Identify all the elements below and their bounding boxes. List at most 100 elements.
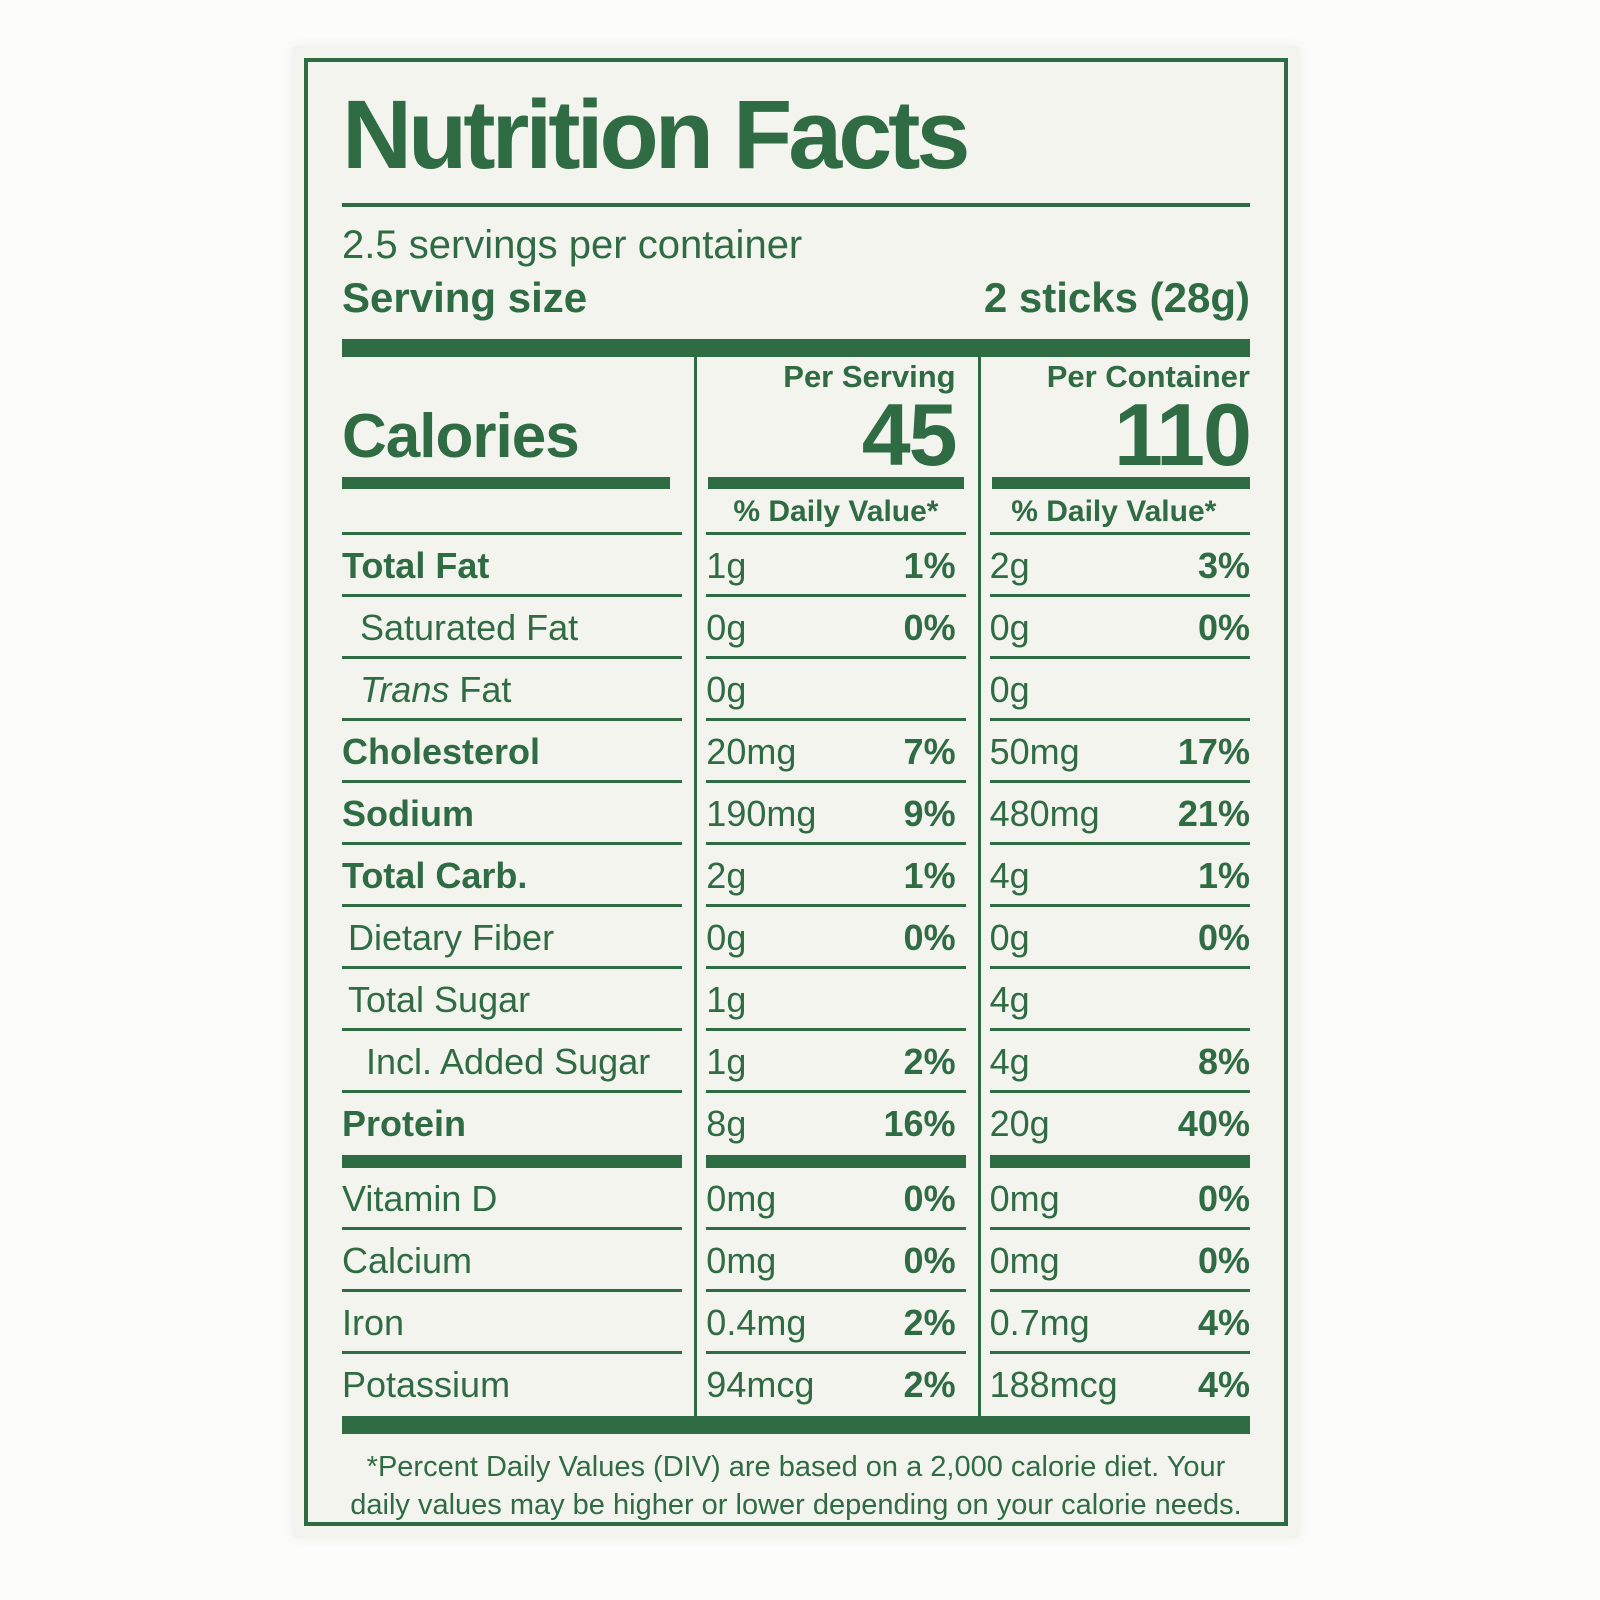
protein-vitamins-divider [342, 1155, 1250, 1169]
nutrient-name: Incl. Added Sugar [366, 1041, 651, 1083]
serving-amount: 0.4mg [706, 1302, 807, 1344]
serving-amount: 94mcg [706, 1364, 815, 1406]
serving-amount: 1g [706, 545, 747, 587]
container-dv: 21% [1177, 793, 1250, 835]
per-serving-header: Per Serving [783, 359, 956, 395]
container-dv: 0% [1197, 917, 1250, 959]
label-border: Nutrition Facts 2.5 servings per contain… [304, 58, 1288, 1526]
nutrient-name: Trans Fat [360, 669, 512, 711]
container-amount: 20g [989, 1103, 1050, 1145]
daily-value-header-spacer [342, 489, 694, 536]
nutrient-name: Sodium [342, 793, 474, 835]
container-amount: 0mg [989, 1240, 1060, 1282]
serving-dv: 0% [903, 1178, 956, 1220]
row-protein: Protein 8g 16% 20g 40% [342, 1093, 1250, 1155]
row-total-carb: Total Carb. 2g 1% 4g 1% [342, 845, 1251, 908]
nutrient-name: Cholesterol [342, 731, 541, 773]
nutrient-name: Total Fat [342, 545, 490, 587]
row-saturated-fat: Saturated Fat 0g 0% 0g 0% [342, 597, 1251, 660]
container-amount: 0g [989, 917, 1030, 959]
calories-underline-row [342, 477, 1250, 490]
container-dv: 8% [1197, 1041, 1250, 1083]
container-amount: 4g [989, 855, 1030, 897]
serving-dv: 1% [903, 545, 956, 587]
container-dv: 1% [1197, 855, 1250, 897]
calories-per-serving-value: 45 [861, 385, 958, 485]
serving-amount: 20mg [706, 731, 797, 773]
serving-dv: 2% [903, 1364, 956, 1406]
serving-amount: 190mg [706, 793, 817, 835]
row-sodium: Sodium 190mg 9% 480mg 21% [342, 783, 1251, 846]
container-dv: 0% [1197, 1178, 1250, 1220]
container-amount: 4g [989, 979, 1030, 1021]
nutrient-name: Vitamin D [342, 1178, 498, 1220]
serving-amount: 8g [706, 1103, 747, 1145]
container-dv: 0% [1197, 607, 1250, 649]
calories-label: Calories [342, 402, 580, 472]
row-total-sugar: Total Sugar 1g 4g [342, 969, 1251, 1032]
nutrient-name: Saturated Fat [360, 607, 579, 649]
container-dv: 3% [1197, 545, 1250, 587]
container-amount: 50mg [989, 731, 1080, 773]
container-amount: 0g [989, 669, 1030, 711]
nutrient-name: Total Carb. [342, 855, 528, 897]
servings-per-container: 2.5 servings per container [342, 223, 803, 267]
container-amount: 0g [989, 607, 1030, 649]
container-dv: 0% [1197, 1240, 1250, 1282]
container-amount: 480mg [989, 793, 1100, 835]
nutrition-label: Nutrition Facts 2.5 servings per contain… [292, 46, 1300, 1538]
row-potassium: Potassium 94mcg 2% 188mcg 4% [342, 1354, 1250, 1416]
row-calcium: Calcium 0mg 0% 0mg 0% [342, 1230, 1251, 1293]
container-dv: 4% [1197, 1302, 1250, 1344]
nutrient-name: Protein [342, 1103, 467, 1145]
serving-dv: 1% [903, 855, 956, 897]
serving-dv: 7% [903, 731, 956, 773]
container-amount: 0mg [989, 1178, 1060, 1220]
calories-underline-left [342, 477, 671, 490]
page-title: Nutrition Facts [342, 80, 970, 189]
footnote: *Percent Daily Values (DIV) are based on… [350, 1451, 1242, 1522]
daily-value-header-row: % Daily Value* % Daily Value* [342, 489, 1251, 536]
calories-per-serving-column: Per Serving 45 [694, 357, 977, 485]
container-amount: 4g [989, 1041, 1030, 1083]
serving-amount: 2g [706, 855, 747, 897]
daily-value-header-serving: % Daily Value* [694, 489, 977, 536]
serving-size-label: Serving size [342, 274, 588, 321]
calories-underline-serving [708, 477, 964, 490]
per-container-header: Per Container [1046, 359, 1250, 395]
row-iron: Iron 0.4mg 2% 0.7mg 4% [342, 1292, 1251, 1355]
serving-amount: 0mg [706, 1240, 777, 1282]
container-amount: 188mcg [989, 1364, 1118, 1406]
serving-amount: 0g [706, 917, 747, 959]
serving-size-value: 2 sticks (28g) [983, 274, 1250, 321]
daily-value-header-container: % Daily Value* [978, 489, 1251, 536]
bottom-thick-bar [342, 1416, 1250, 1435]
serving-dv: 0% [903, 607, 956, 649]
row-trans-fat: Trans Fat 0g 0g [342, 659, 1251, 722]
column-divider-2 [977, 357, 981, 1417]
row-dietary-fiber: Dietary Fiber 0g 0% 0g 0% [342, 907, 1251, 970]
nutrient-name: Dietary Fiber [348, 917, 555, 959]
serving-dv: 16% [883, 1103, 956, 1145]
container-dv: 4% [1197, 1364, 1250, 1406]
row-cholesterol: Cholesterol 20mg 7% 50mg 17% [342, 721, 1251, 784]
row-total-fat: Total Fat 1g 1% 2g 3% [342, 535, 1251, 598]
row-added-sugar: Incl. Added Sugar 1g 2% 4g 8% [342, 1031, 1251, 1094]
nutrient-name: Total Sugar [348, 979, 531, 1021]
serving-dv: 0% [903, 1240, 956, 1282]
serving-amount: 0g [706, 669, 747, 711]
serving-dv: 0% [903, 917, 956, 959]
serving-dv: 2% [903, 1041, 956, 1083]
nutrition-table: Calories Per Serving 45 Per Container 11… [342, 357, 1252, 1417]
nutrient-name: Iron [342, 1302, 405, 1344]
calories-per-container-value: 110 [1114, 385, 1252, 485]
serving-amount: 1g [706, 1041, 747, 1083]
container-amount: 2g [989, 545, 1030, 587]
container-dv: 17% [1177, 731, 1250, 773]
serving-size-row: Serving size 2 sticks (28g) [342, 274, 1250, 321]
serving-amount: 0g [706, 607, 747, 649]
calories-section: Calories Per Serving 45 Per Container 11… [342, 357, 1252, 485]
row-vitamin-d: Vitamin D 0mg 0% 0mg 0% [342, 1168, 1251, 1231]
nutrient-name: Calcium [342, 1240, 473, 1282]
container-amount: 0.7mg [989, 1302, 1090, 1344]
